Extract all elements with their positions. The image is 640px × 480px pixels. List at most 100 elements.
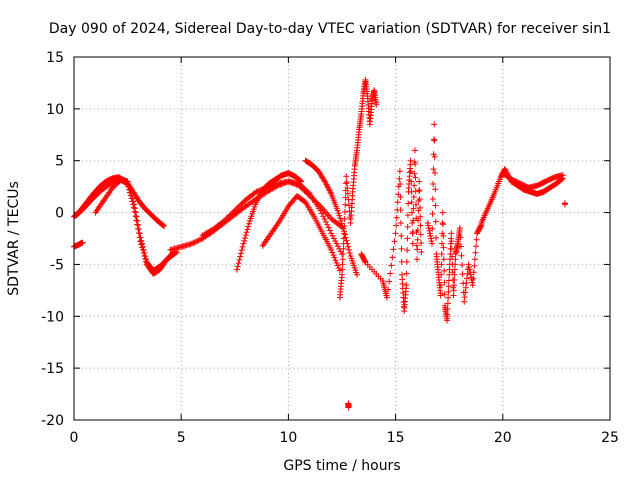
data-point: [234, 204, 241, 211]
y-tick-label: -5: [50, 257, 64, 273]
data-point: [221, 217, 228, 224]
data-point: [430, 136, 437, 143]
data-point: [438, 261, 445, 268]
x-tick-label: 25: [601, 430, 619, 446]
data-point: [416, 187, 423, 194]
data-point: [387, 270, 394, 277]
data-point: [235, 203, 242, 210]
data-point: [392, 230, 399, 237]
data-point: [338, 220, 345, 227]
data-point: [418, 240, 425, 247]
data-point: [394, 199, 401, 206]
data-point: [409, 240, 416, 247]
data-point: [413, 242, 420, 249]
data-point: [393, 222, 400, 229]
data-point: [125, 181, 132, 188]
data-point: [561, 200, 568, 207]
data-point: [452, 256, 459, 263]
data-point: [245, 223, 252, 230]
data-point: [473, 243, 479, 250]
data-point: [289, 180, 296, 187]
data-point: [440, 232, 447, 239]
data-point: [127, 189, 134, 196]
data-point: [438, 240, 445, 247]
data-point: [461, 294, 468, 301]
data-point: [131, 201, 138, 208]
data-point: [430, 166, 437, 173]
data-point: [343, 173, 350, 180]
series-arc-4: [71, 239, 86, 250]
data-point: [449, 253, 456, 260]
data-point: [330, 252, 337, 259]
data-point: [134, 217, 141, 224]
y-tick-label: 5: [55, 154, 64, 170]
data-point: [237, 253, 244, 260]
data-point: [310, 196, 317, 203]
x-tick-label: 20: [494, 430, 512, 446]
data-point: [417, 213, 424, 220]
data-point: [340, 240, 347, 247]
data-point: [194, 238, 201, 245]
data-point: [127, 187, 134, 194]
data-point: [477, 223, 484, 230]
data-point: [196, 236, 203, 243]
data-point: [160, 222, 167, 229]
data-point: [139, 243, 146, 250]
data-point: [273, 181, 280, 188]
data-point: [133, 213, 140, 220]
data-point: [397, 194, 404, 201]
data-point: [450, 292, 457, 299]
data-point: [404, 235, 411, 242]
data-point: [239, 199, 246, 206]
data-point: [240, 240, 247, 247]
data-point: [142, 253, 149, 260]
data-point: [233, 206, 240, 213]
data-point: [451, 282, 458, 289]
data-point: [341, 231, 348, 238]
data-point: [235, 260, 242, 267]
data-point: [195, 237, 202, 244]
data-point: [450, 284, 457, 291]
data-point: [354, 271, 361, 278]
data-point: [388, 262, 395, 269]
data-point: [320, 213, 327, 220]
data-point: [472, 249, 479, 256]
data-point: [190, 240, 197, 247]
data-point: [398, 258, 405, 265]
data-point: [451, 276, 458, 283]
data-point: [408, 188, 415, 195]
data-point: [418, 248, 425, 255]
data-point: [337, 217, 344, 224]
data-point: [328, 230, 335, 237]
data-point: [139, 240, 146, 247]
data-point: [129, 195, 136, 202]
data-point: [230, 208, 237, 215]
data-point: [305, 191, 312, 198]
data-point: [410, 194, 417, 201]
data-point: [441, 279, 448, 286]
data-point: [444, 306, 451, 313]
series-arc-6: [199, 178, 345, 239]
data-point: [459, 261, 466, 268]
data-point: [231, 207, 238, 214]
data-point: [325, 224, 332, 231]
data-point: [465, 261, 472, 268]
data-point: [334, 243, 341, 250]
data-point: [243, 229, 250, 236]
data-point: [404, 212, 411, 219]
data-point: [234, 263, 241, 270]
data-point: [225, 213, 232, 220]
data-point: [192, 238, 199, 245]
data-point: [451, 266, 458, 273]
series-arc-7: [233, 170, 305, 273]
data-point: [432, 202, 439, 209]
data-point: [238, 247, 245, 254]
data-point: [445, 294, 452, 301]
data-point: [410, 205, 417, 212]
data-point: [432, 218, 439, 225]
data-point: [339, 256, 346, 263]
data-point: [335, 210, 342, 217]
data-point: [466, 266, 473, 273]
data-point: [236, 256, 243, 263]
